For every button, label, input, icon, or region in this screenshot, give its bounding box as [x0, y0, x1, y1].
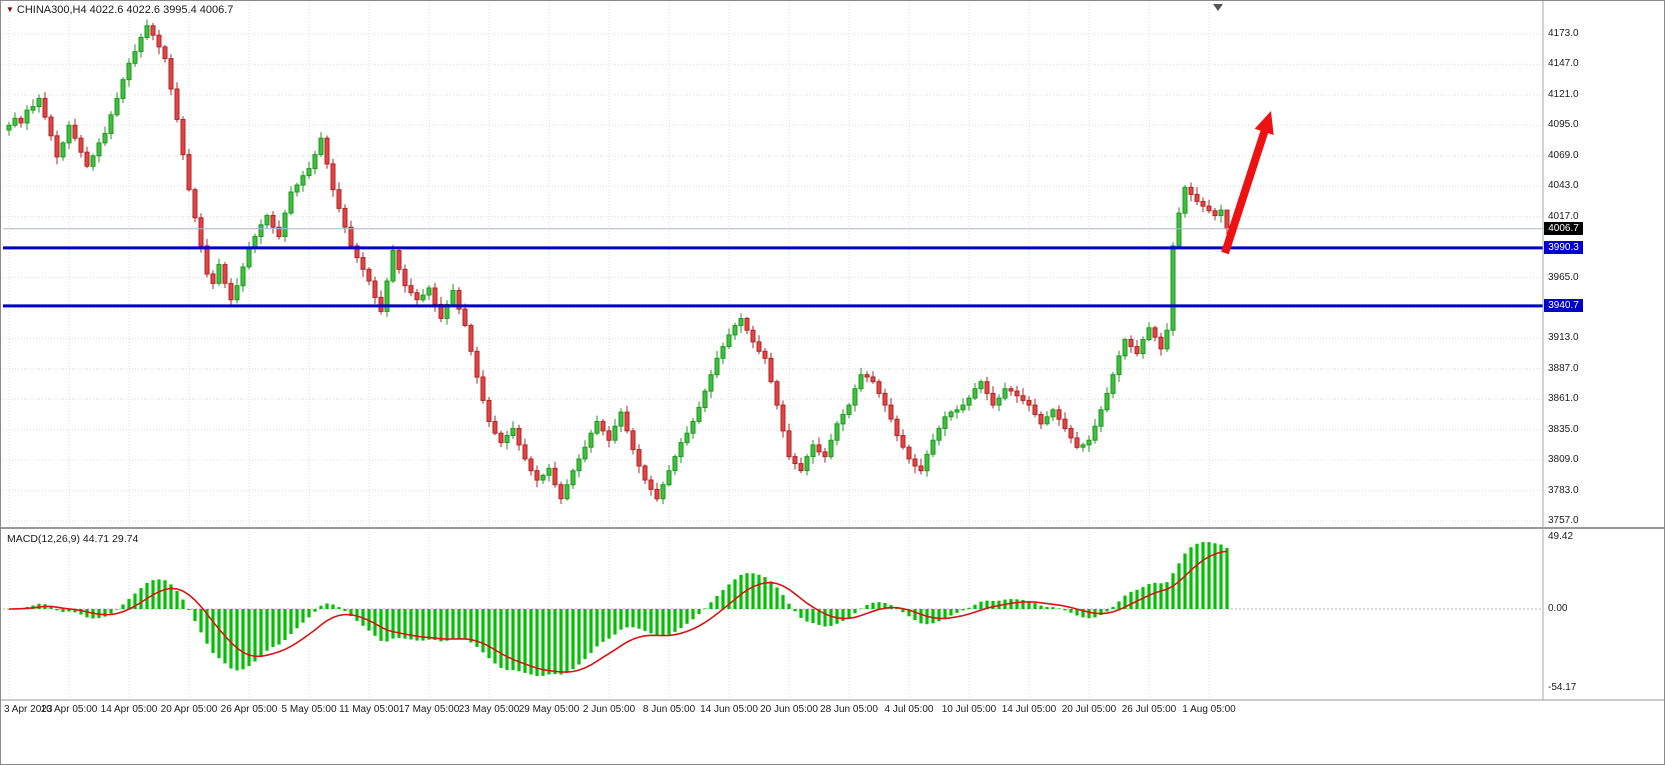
gridlines	[3, 3, 1543, 699]
chart-shift-marker[interactable]	[1213, 4, 1223, 11]
hline-badge-0: 3990.3	[1544, 240, 1583, 254]
current-price-badge: 4006.7	[1544, 221, 1583, 235]
symbol-title-text: CHINA300,H4 4022.6 4022.6 3995.4 4006.7	[16, 4, 234, 16]
macd-histogram	[7, 542, 1229, 676]
candles[interactable]	[6, 19, 1230, 505]
symbol-title: ▼ CHINA300,H4 4022.6 4022.6 3995.4 4006.7	[6, 4, 233, 16]
symbol-marker-icon: ▼	[6, 5, 14, 14]
trend-arrow-head[interactable]	[1254, 111, 1274, 135]
trend-arrow-shaft[interactable]	[1221, 126, 1270, 255]
hline-badge-1: 3940.7	[1544, 298, 1583, 312]
macd-signal-line	[8, 550, 1228, 673]
macd-indicator-label: MACD(12,26,9) 44.71 29.74	[7, 533, 139, 545]
